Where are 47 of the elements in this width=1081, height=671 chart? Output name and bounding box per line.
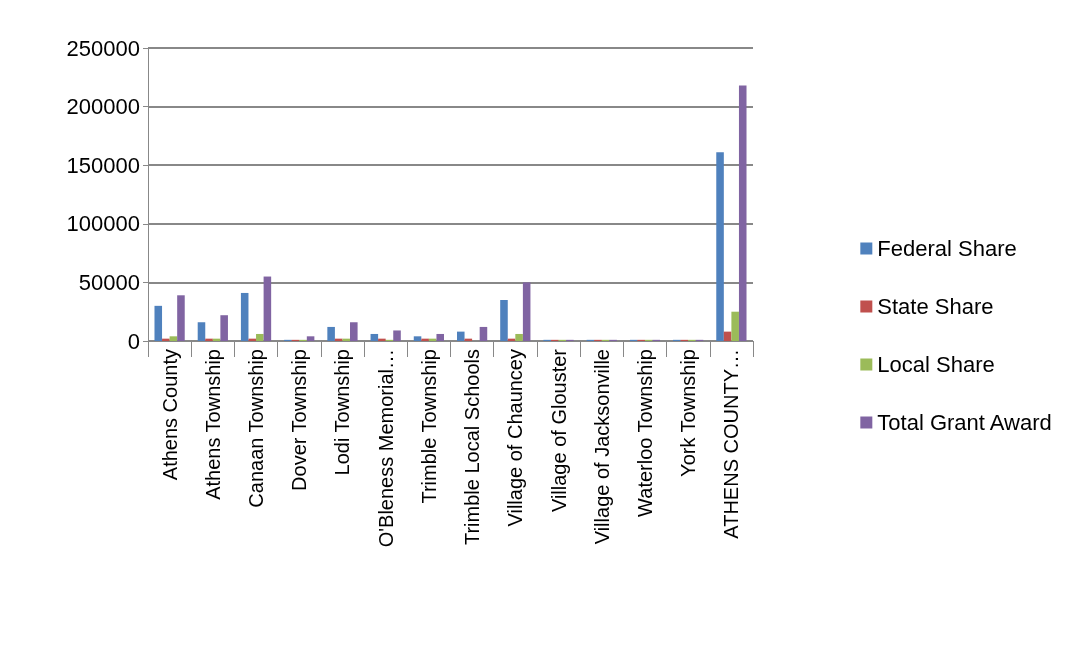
bar bbox=[169, 336, 178, 341]
x-tick-label: Waterloo Township bbox=[633, 349, 656, 517]
x-tick-label: Canaan Township bbox=[245, 349, 268, 508]
x-tick-label: Lodi Township bbox=[331, 349, 354, 476]
x-tick-label: Village of Glouster bbox=[547, 348, 570, 513]
bar bbox=[479, 326, 488, 341]
y-tick-label: 250000 bbox=[66, 35, 140, 61]
y-tick-label: 0 bbox=[127, 328, 140, 354]
x-tick-label: Trimble Township bbox=[417, 349, 440, 504]
bar bbox=[220, 315, 228, 341]
bar bbox=[515, 333, 523, 341]
x-tick-label: ATHENS COUNTY… bbox=[720, 349, 743, 539]
bar bbox=[738, 85, 747, 341]
bar bbox=[177, 295, 185, 341]
bar bbox=[716, 152, 724, 341]
bar bbox=[500, 299, 508, 341]
x-tick-label: Athens County bbox=[158, 349, 181, 481]
bar bbox=[413, 336, 422, 341]
x-tick-label: York Township bbox=[677, 349, 700, 477]
bar bbox=[393, 330, 401, 341]
x-tick-label: Village of Chauncey bbox=[504, 349, 527, 527]
bar bbox=[263, 276, 272, 341]
legend-label: Local Share bbox=[877, 352, 995, 377]
legend-label: Total Grant Award bbox=[877, 410, 1052, 435]
bar bbox=[306, 336, 315, 341]
legend-label: Federal Share bbox=[877, 236, 1017, 261]
y-tick-label: 200000 bbox=[66, 94, 140, 120]
x-tick-label: Village of Jacksonville bbox=[590, 349, 613, 545]
y-tick-label: 100000 bbox=[66, 211, 140, 237]
bar bbox=[522, 282, 531, 341]
y-tick-label: 50000 bbox=[78, 269, 140, 295]
bar bbox=[456, 331, 465, 341]
bar bbox=[370, 333, 379, 341]
bar bbox=[327, 326, 335, 341]
bar bbox=[197, 322, 206, 341]
legend-label: State Share bbox=[877, 294, 994, 319]
bar bbox=[436, 333, 445, 341]
x-tick-label: Trimble Local Schools bbox=[461, 349, 484, 546]
x-tick-label: Athens Township bbox=[201, 349, 224, 500]
x-tick-label: O'Bleness Memorial… bbox=[374, 349, 397, 548]
x-tick-label: Dover Township bbox=[288, 349, 311, 491]
bar bbox=[731, 311, 739, 341]
bar bbox=[256, 333, 264, 341]
bar bbox=[154, 305, 163, 341]
bar bbox=[350, 322, 358, 341]
bar bbox=[240, 292, 249, 341]
y-tick-label: 150000 bbox=[66, 152, 140, 178]
